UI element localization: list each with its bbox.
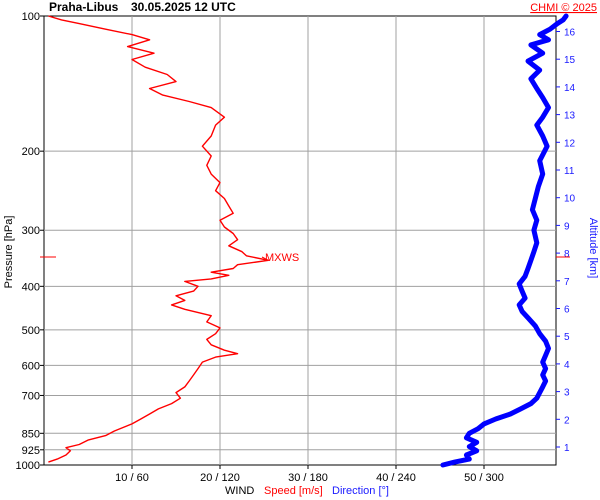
altitude-tick-label: 3 xyxy=(564,388,570,399)
wind-tick-label: 40 / 240 xyxy=(376,472,416,484)
pressure-tick-label: 500 xyxy=(22,325,40,337)
altitude-tick-label: 11 xyxy=(564,166,575,177)
wind-axis: 10 / 60 20 / 120 30 / 180 40 / 240 50 / 300 xyxy=(115,465,504,484)
wind-label: WIND xyxy=(225,485,254,497)
altitude-tick-label: 6 xyxy=(564,305,570,316)
altitude-tick-label: 8 xyxy=(564,249,570,260)
grid xyxy=(44,16,556,465)
altitude-tick-label: 1 xyxy=(564,443,570,454)
wind-tick-label: 30 / 180 xyxy=(288,472,328,484)
pressure-tick-label: 600 xyxy=(22,360,40,372)
altitude-tick-label: 14 xyxy=(564,83,576,94)
speed-label: Speed [m/s] xyxy=(264,485,323,497)
pressure-axis: 100 200 300 400 500 600 700 850 925 1000 xyxy=(16,11,44,472)
altitude-tick-label: 2 xyxy=(564,415,570,426)
direction-label: Direction [°] xyxy=(332,485,389,497)
pressure-tick-label: 100 xyxy=(22,11,40,23)
altitude-tick-label: 7 xyxy=(564,277,570,288)
pressure-tick-label: 200 xyxy=(22,146,40,158)
altitude-tick-label: 12 xyxy=(564,138,576,149)
pressure-tick-label: 1000 xyxy=(16,460,40,472)
altitude-tick-label: 13 xyxy=(564,111,576,122)
altitude-tick-label: 4 xyxy=(564,360,570,371)
credit-link[interactable]: CHMI © 2025 xyxy=(530,2,597,14)
altitude-tick-label: 5 xyxy=(564,332,570,343)
altitude-axis-label: Altitude [km] xyxy=(587,218,599,279)
pressure-tick-label: 850 xyxy=(22,428,40,440)
wind-tick-label: 10 / 60 xyxy=(115,472,149,484)
station-name: Praha-Libus xyxy=(49,0,119,14)
mxws-annotation: MXWS xyxy=(265,252,299,264)
observation-datetime: 30.05.2025 12 UTC xyxy=(131,0,236,14)
altitude-tick-label: 9 xyxy=(564,221,570,232)
altitude-tick-label: 15 xyxy=(564,55,576,66)
wind-tick-label: 50 / 300 xyxy=(464,472,504,484)
pressure-tick-label: 925 xyxy=(22,445,40,457)
pressure-tick-label: 700 xyxy=(22,390,40,402)
mxws-leader xyxy=(261,256,269,261)
pressure-tick-label: 400 xyxy=(22,281,40,293)
direction-line xyxy=(440,13,569,468)
speed-line xyxy=(48,15,270,463)
wind-tick-label: 20 / 120 xyxy=(200,472,240,484)
plot-frame xyxy=(43,15,557,466)
pressure-axis-label: Pressure [hPa] xyxy=(3,216,15,289)
series xyxy=(48,13,569,468)
altitude-tick-label: 16 xyxy=(564,28,576,39)
pressure-tick-label: 300 xyxy=(22,225,40,237)
altitude-tick-label: 10 xyxy=(564,194,576,205)
